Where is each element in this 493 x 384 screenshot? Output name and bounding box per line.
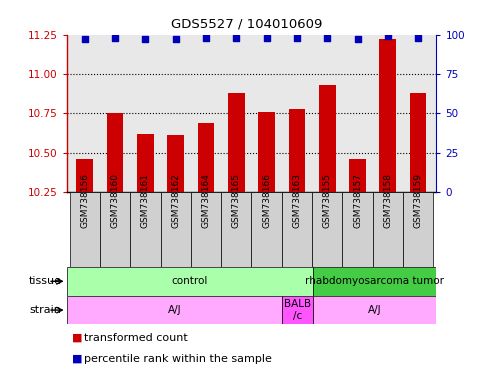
Text: GSM738158: GSM738158 [384,173,392,228]
Text: GSM738162: GSM738162 [171,173,180,228]
Point [232,35,240,41]
Point [81,36,89,42]
Bar [167,135,184,192]
Bar [221,192,251,267]
Text: control: control [172,276,208,286]
Text: GSM738165: GSM738165 [232,173,241,228]
Text: A/J: A/J [368,305,382,315]
Bar [282,192,312,267]
Bar [403,192,433,267]
Bar [67,267,313,296]
Bar [349,159,366,192]
Bar [191,192,221,267]
Bar [313,296,436,324]
Bar [130,192,161,267]
Point [263,35,271,41]
Bar [161,192,191,267]
Text: GSM738157: GSM738157 [353,173,362,228]
Text: tissue: tissue [29,276,62,286]
Bar [373,192,403,267]
Text: A/J: A/J [168,305,181,315]
Bar [106,113,123,192]
Bar [282,296,313,324]
Bar [70,192,100,267]
Bar [312,192,342,267]
Bar [342,192,373,267]
Point [202,35,210,41]
Bar [288,109,305,192]
Bar [380,39,396,192]
Bar [319,85,336,192]
Bar [198,123,214,192]
Text: ■: ■ [71,354,82,364]
Text: GSM738164: GSM738164 [202,173,211,228]
Point [141,36,149,42]
Bar [258,112,275,192]
Text: GSM738163: GSM738163 [292,173,301,228]
Text: transformed count: transformed count [84,333,187,343]
Point [293,35,301,41]
Text: GSM738160: GSM738160 [110,173,119,228]
Text: GSM738166: GSM738166 [262,173,271,228]
Bar [251,192,282,267]
Bar [137,134,154,192]
Text: GSM738155: GSM738155 [323,173,332,228]
Bar [100,192,130,267]
Text: rhabdomyosarcoma tumor: rhabdomyosarcoma tumor [305,276,444,286]
Bar [313,267,436,296]
Text: ■: ■ [71,333,82,343]
Text: BALB
/c: BALB /c [284,299,311,321]
Bar [67,296,282,324]
Point [111,35,119,41]
Text: strain: strain [30,305,62,315]
Text: GSM738161: GSM738161 [141,173,150,228]
Text: GSM738159: GSM738159 [414,173,423,228]
Text: GDS5527 / 104010609: GDS5527 / 104010609 [171,17,322,30]
Point [323,35,331,41]
Bar [76,159,93,192]
Text: percentile rank within the sample: percentile rank within the sample [84,354,272,364]
Point [172,36,179,42]
Point [384,33,392,39]
Bar [228,93,245,192]
Point [414,35,422,41]
Point [353,36,361,42]
Bar [410,93,426,192]
Text: GSM738156: GSM738156 [80,173,89,228]
